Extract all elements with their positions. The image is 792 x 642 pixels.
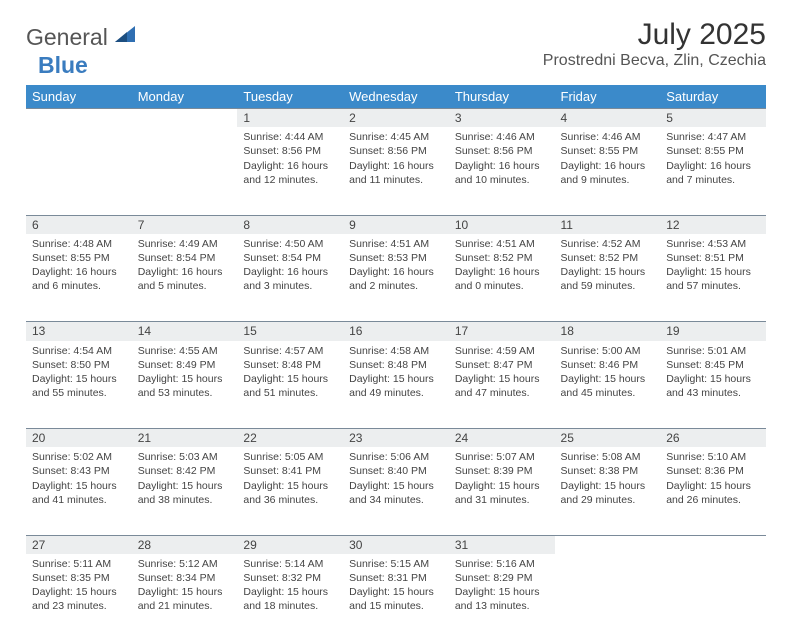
day-header: Saturday (660, 85, 766, 109)
day-content-cell: Sunrise: 5:16 AMSunset: 8:29 PMDaylight:… (449, 554, 555, 642)
day-content-cell: Sunrise: 4:46 AMSunset: 8:56 PMDaylight:… (449, 127, 555, 215)
day-content-cell: Sunrise: 4:47 AMSunset: 8:55 PMDaylight:… (660, 127, 766, 215)
day-number-cell: 23 (343, 429, 449, 448)
day-content-cell: Sunrise: 5:02 AMSunset: 8:43 PMDaylight:… (26, 447, 132, 535)
day-content-cell: Sunrise: 4:58 AMSunset: 8:48 PMDaylight:… (343, 341, 449, 429)
day-number-cell: 12 (660, 215, 766, 234)
day-number-cell: 13 (26, 322, 132, 341)
title-block: July 2025 Prostredni Becva, Zlin, Czechi… (543, 18, 766, 70)
month-title: July 2025 (543, 18, 766, 52)
day-number-cell: 27 (26, 535, 132, 554)
brand-part2: Blue (38, 52, 88, 79)
day-number-cell: 15 (237, 322, 343, 341)
day-header: Wednesday (343, 85, 449, 109)
day-header: Thursday (449, 85, 555, 109)
day-number-cell: 19 (660, 322, 766, 341)
day-number-cell: 29 (237, 535, 343, 554)
day-number-cell: 22 (237, 429, 343, 448)
week-number-row: 2728293031 (26, 535, 766, 554)
day-number-cell: 28 (132, 535, 238, 554)
day-content-cell: Sunrise: 4:45 AMSunset: 8:56 PMDaylight:… (343, 127, 449, 215)
day-number-cell: 21 (132, 429, 238, 448)
day-content-cell (555, 554, 661, 642)
day-content-cell: Sunrise: 4:55 AMSunset: 8:49 PMDaylight:… (132, 341, 238, 429)
day-content-cell (132, 127, 238, 215)
brand-logo: General (26, 24, 140, 51)
week-number-row: 12345 (26, 109, 766, 128)
week-content-row: Sunrise: 4:48 AMSunset: 8:55 PMDaylight:… (26, 234, 766, 322)
week-content-row: Sunrise: 5:11 AMSunset: 8:35 PMDaylight:… (26, 554, 766, 642)
day-number-cell: 31 (449, 535, 555, 554)
day-content-cell: Sunrise: 4:48 AMSunset: 8:55 PMDaylight:… (26, 234, 132, 322)
day-content-cell: Sunrise: 5:03 AMSunset: 8:42 PMDaylight:… (132, 447, 238, 535)
day-number-cell (26, 109, 132, 128)
day-number-cell: 14 (132, 322, 238, 341)
day-content-cell: Sunrise: 4:49 AMSunset: 8:54 PMDaylight:… (132, 234, 238, 322)
day-content-cell: Sunrise: 4:53 AMSunset: 8:51 PMDaylight:… (660, 234, 766, 322)
day-number-cell: 18 (555, 322, 661, 341)
week-content-row: Sunrise: 5:02 AMSunset: 8:43 PMDaylight:… (26, 447, 766, 535)
day-number-cell: 5 (660, 109, 766, 128)
week-number-row: 6789101112 (26, 215, 766, 234)
day-number-cell (660, 535, 766, 554)
day-number-cell: 30 (343, 535, 449, 554)
day-number-cell: 2 (343, 109, 449, 128)
day-content-cell: Sunrise: 4:57 AMSunset: 8:48 PMDaylight:… (237, 341, 343, 429)
day-content-cell: Sunrise: 4:51 AMSunset: 8:52 PMDaylight:… (449, 234, 555, 322)
day-content-cell: Sunrise: 5:05 AMSunset: 8:41 PMDaylight:… (237, 447, 343, 535)
week-number-row: 20212223242526 (26, 429, 766, 448)
day-number-cell: 10 (449, 215, 555, 234)
day-content-cell: Sunrise: 4:54 AMSunset: 8:50 PMDaylight:… (26, 341, 132, 429)
day-number-cell (132, 109, 238, 128)
day-content-cell: Sunrise: 4:51 AMSunset: 8:53 PMDaylight:… (343, 234, 449, 322)
day-header: Monday (132, 85, 238, 109)
day-number-cell: 24 (449, 429, 555, 448)
day-header: Sunday (26, 85, 132, 109)
day-number-cell: 11 (555, 215, 661, 234)
day-number-cell (555, 535, 661, 554)
day-content-cell: Sunrise: 5:08 AMSunset: 8:38 PMDaylight:… (555, 447, 661, 535)
day-content-cell: Sunrise: 4:50 AMSunset: 8:54 PMDaylight:… (237, 234, 343, 322)
day-number-cell: 7 (132, 215, 238, 234)
location: Prostredni Becva, Zlin, Czechia (543, 52, 766, 70)
brand-sail-icon (113, 24, 137, 49)
day-content-cell: Sunrise: 5:07 AMSunset: 8:39 PMDaylight:… (449, 447, 555, 535)
day-content-cell: Sunrise: 4:52 AMSunset: 8:52 PMDaylight:… (555, 234, 661, 322)
week-content-row: Sunrise: 4:44 AMSunset: 8:56 PMDaylight:… (26, 127, 766, 215)
day-number-cell: 4 (555, 109, 661, 128)
day-number-cell: 8 (237, 215, 343, 234)
day-content-cell: Sunrise: 5:00 AMSunset: 8:46 PMDaylight:… (555, 341, 661, 429)
calendar-table: SundayMondayTuesdayWednesdayThursdayFrid… (26, 85, 766, 642)
day-number-cell: 16 (343, 322, 449, 341)
day-content-cell: Sunrise: 4:59 AMSunset: 8:47 PMDaylight:… (449, 341, 555, 429)
day-number-cell: 9 (343, 215, 449, 234)
day-number-cell: 17 (449, 322, 555, 341)
day-number-cell: 1 (237, 109, 343, 128)
day-content-cell: Sunrise: 5:14 AMSunset: 8:32 PMDaylight:… (237, 554, 343, 642)
day-content-cell (660, 554, 766, 642)
day-content-cell: Sunrise: 5:11 AMSunset: 8:35 PMDaylight:… (26, 554, 132, 642)
brand-part1: General (26, 24, 108, 51)
week-content-row: Sunrise: 4:54 AMSunset: 8:50 PMDaylight:… (26, 341, 766, 429)
day-number-cell: 26 (660, 429, 766, 448)
day-content-cell: Sunrise: 5:10 AMSunset: 8:36 PMDaylight:… (660, 447, 766, 535)
day-number-cell: 20 (26, 429, 132, 448)
day-header: Friday (555, 85, 661, 109)
day-content-cell: Sunrise: 4:44 AMSunset: 8:56 PMDaylight:… (237, 127, 343, 215)
day-content-cell: Sunrise: 5:06 AMSunset: 8:40 PMDaylight:… (343, 447, 449, 535)
day-content-cell (26, 127, 132, 215)
day-number-cell: 6 (26, 215, 132, 234)
day-content-cell: Sunrise: 5:12 AMSunset: 8:34 PMDaylight:… (132, 554, 238, 642)
week-number-row: 13141516171819 (26, 322, 766, 341)
day-header-row: SundayMondayTuesdayWednesdayThursdayFrid… (26, 85, 766, 109)
day-content-cell: Sunrise: 5:01 AMSunset: 8:45 PMDaylight:… (660, 341, 766, 429)
day-content-cell: Sunrise: 5:15 AMSunset: 8:31 PMDaylight:… (343, 554, 449, 642)
day-number-cell: 3 (449, 109, 555, 128)
day-number-cell: 25 (555, 429, 661, 448)
day-header: Tuesday (237, 85, 343, 109)
day-content-cell: Sunrise: 4:46 AMSunset: 8:55 PMDaylight:… (555, 127, 661, 215)
